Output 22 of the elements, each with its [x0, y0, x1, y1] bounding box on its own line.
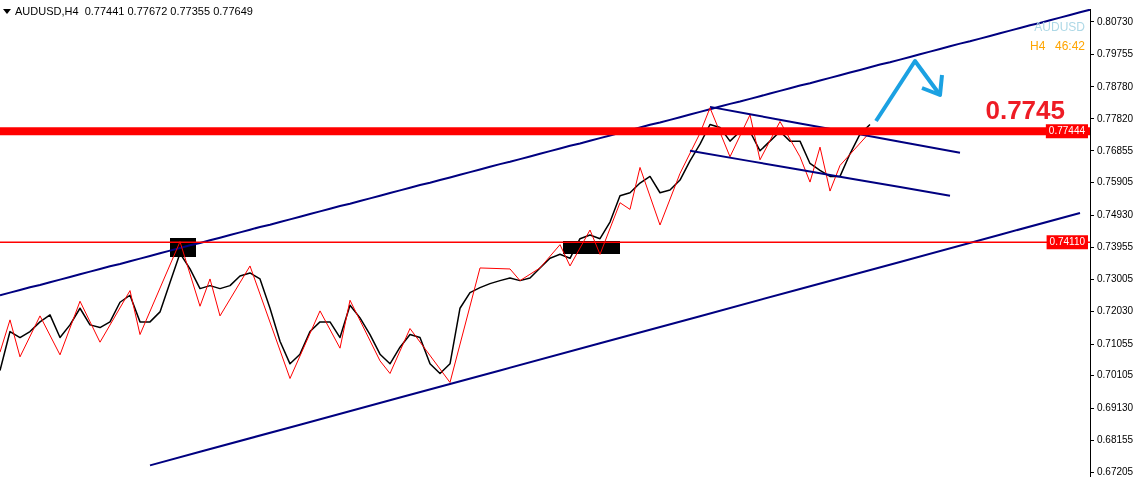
y-tick-label: 0.69130 [1097, 401, 1134, 413]
y-tick-label: 0.74930 [1097, 208, 1134, 220]
y-tick-label: 0.73955 [1097, 241, 1134, 253]
y-tick-label: 0.77820 [1097, 112, 1134, 124]
y-tick-label: 0.76855 [1097, 144, 1134, 156]
annotation: 0.7745 [985, 95, 1065, 126]
y-tick-label: 0.79755 [1097, 48, 1134, 60]
chart-title: AUDUSD,H4 0.77441 0.77672 0.77355 0.77649 [15, 5, 253, 18]
y-tick-label: 0.67205 [1097, 465, 1134, 477]
ref-line-label: 0.74110 [1049, 236, 1086, 248]
y-tick-label: 0.80730 [1097, 15, 1134, 27]
annotation: AUDUSD [1034, 20, 1086, 35]
y-tick-label: 0.75905 [1097, 176, 1134, 188]
y-tick-label: 0.72030 [1097, 305, 1134, 317]
y-tick-label: 0.73005 [1097, 272, 1134, 284]
y-tick-label: 0.68155 [1097, 434, 1134, 446]
y-tick-label: 0.71055 [1097, 337, 1134, 349]
annotation: H4 [1030, 39, 1046, 54]
y-tick-label: 0.78780 [1097, 80, 1134, 92]
annotation: 46:42 [1054, 39, 1086, 54]
ref-line-label: 0.77444 [1048, 125, 1086, 137]
y-tick-label: 0.70105 [1097, 369, 1134, 381]
